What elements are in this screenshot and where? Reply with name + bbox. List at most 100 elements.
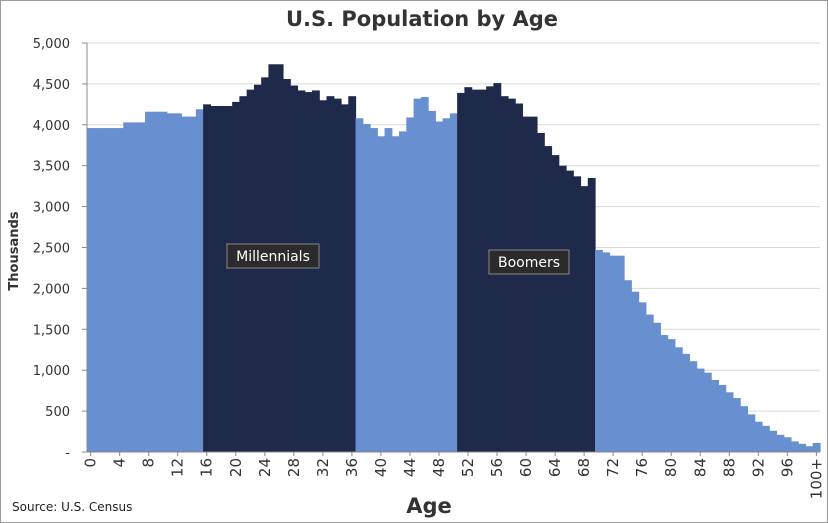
- bar-age-96: [783, 437, 792, 452]
- bar-age-51: [457, 92, 465, 452]
- bar-age-70: [595, 249, 603, 452]
- x-tick-label: 64: [546, 458, 564, 477]
- bar-age-83: [689, 361, 698, 452]
- y-tick-label: 5,000: [33, 37, 70, 52]
- bar-age-1: [94, 128, 103, 452]
- bar-age-62: [536, 132, 545, 453]
- x-tick-label: 100+: [807, 458, 825, 499]
- x-tick-label: 16: [198, 458, 216, 477]
- bar-age-35: [341, 104, 349, 452]
- bar-age-20: [232, 101, 241, 453]
- x-tick-label: 0: [82, 458, 100, 468]
- x-tick-label: 56: [488, 458, 506, 477]
- x-tick-label: 40: [372, 458, 390, 477]
- x-tick-label: 4: [111, 458, 129, 468]
- bar-age-29: [297, 90, 306, 452]
- bar-age-7: [137, 122, 146, 452]
- bar-age-80: [667, 339, 676, 452]
- y-tick-label: 4,000: [33, 119, 70, 134]
- bar-age-12: [174, 113, 182, 453]
- bar-age-49: [442, 118, 451, 453]
- bar-age-88: [725, 392, 734, 452]
- bar-age-81: [674, 347, 683, 452]
- bar-age-59: [515, 103, 524, 453]
- x-tick-labels: 0 4 8 12 16 20 24 28 32 36 40 44 48 52 56 60 64 68 72 76 80 8…: [82, 452, 825, 499]
- bar-age-99: [805, 446, 814, 452]
- bar-age-42: [391, 136, 400, 452]
- bar-age-98: [798, 443, 807, 452]
- bar-age-8: [145, 111, 153, 452]
- x-tick-label: 60: [517, 458, 535, 477]
- boomers-label-box: [488, 249, 570, 275]
- bar-age-4: [116, 128, 124, 452]
- bar-age-22: [246, 89, 255, 452]
- bar-age-91: [747, 414, 756, 452]
- bar-age-97: [790, 441, 799, 452]
- bar-age-73: [616, 255, 625, 452]
- bar-age-82: [682, 353, 690, 452]
- x-tick-label: 84: [691, 458, 709, 477]
- bar-age-21: [239, 96, 248, 453]
- bar-age-66: [565, 170, 574, 452]
- millennials-label: Millennials: [236, 249, 310, 265]
- x-axis-label: Age: [406, 494, 452, 518]
- bar-age-67: [573, 176, 582, 453]
- bar-age-77: [645, 314, 654, 452]
- bar-age-76: [638, 302, 647, 452]
- bar-age-86: [711, 380, 719, 452]
- y-axis-label: Thousands: [7, 211, 22, 290]
- y-tick-label: 500: [45, 405, 70, 420]
- x-tick-label: 24: [256, 458, 274, 477]
- bar-age-46: [420, 96, 429, 452]
- bar-age-71: [602, 252, 611, 452]
- x-tick-label: 88: [720, 458, 738, 477]
- bar-age-32: [319, 100, 328, 452]
- bar-age-9: [152, 111, 161, 452]
- bar-age-92: [754, 421, 763, 452]
- y-tick-labels: - 500 1,000 1,500 2,000 2,500 3,000 3,500 4,000 4…: [33, 37, 87, 461]
- bar-age-90: [740, 406, 749, 452]
- bar-age-11: [166, 113, 175, 453]
- bar-age-17: [210, 105, 219, 453]
- bars-group: [87, 64, 821, 453]
- bar-age-47: [428, 110, 436, 453]
- y-tick-label: 2,000: [33, 282, 70, 297]
- millennials-label-box: [226, 243, 320, 269]
- annotations-group: Millennials Boomers: [226, 243, 570, 275]
- y-tick-label: 4,500: [33, 78, 70, 93]
- bar-age-60: [522, 116, 531, 453]
- source-note: Source: U.S. Census: [12, 500, 132, 514]
- bar-age-44: [406, 117, 415, 453]
- bar-age-69: [587, 177, 596, 452]
- bar-age-61: [529, 116, 538, 453]
- x-tick-label: 36: [343, 458, 361, 477]
- y-tick-label: -: [65, 446, 70, 461]
- x-tick-label: 96: [778, 458, 796, 477]
- bar-age-75: [631, 291, 640, 452]
- bar-age-6: [130, 122, 139, 452]
- bar-age-63: [544, 146, 553, 452]
- bar-age-36: [348, 96, 357, 453]
- bar-age-54: [478, 89, 487, 452]
- bar-age-38: [362, 123, 371, 453]
- bar-age-30: [304, 92, 313, 452]
- y-tick-label: 1,000: [33, 364, 70, 379]
- bar-age-43: [399, 131, 407, 452]
- bar-age-53: [471, 89, 480, 452]
- x-tick-label: 52: [459, 458, 477, 477]
- bar-age-19: [224, 105, 233, 453]
- bar-age-100+: [812, 443, 821, 452]
- bar-age-89: [732, 398, 741, 452]
- bar-age-45: [413, 98, 422, 453]
- x-tick-label: 92: [749, 458, 767, 477]
- bar-age-65: [558, 165, 567, 452]
- x-tick-label: 44: [401, 458, 419, 477]
- bar-age-78: [653, 322, 661, 452]
- bar-age-3: [108, 128, 117, 452]
- bar-age-2: [101, 128, 110, 452]
- bar-age-34: [333, 98, 342, 453]
- bar-age-16: [203, 104, 211, 452]
- x-tick-label: 28: [285, 458, 303, 477]
- bar-age-48: [435, 121, 444, 452]
- y-tick-label: 1,500: [33, 323, 70, 338]
